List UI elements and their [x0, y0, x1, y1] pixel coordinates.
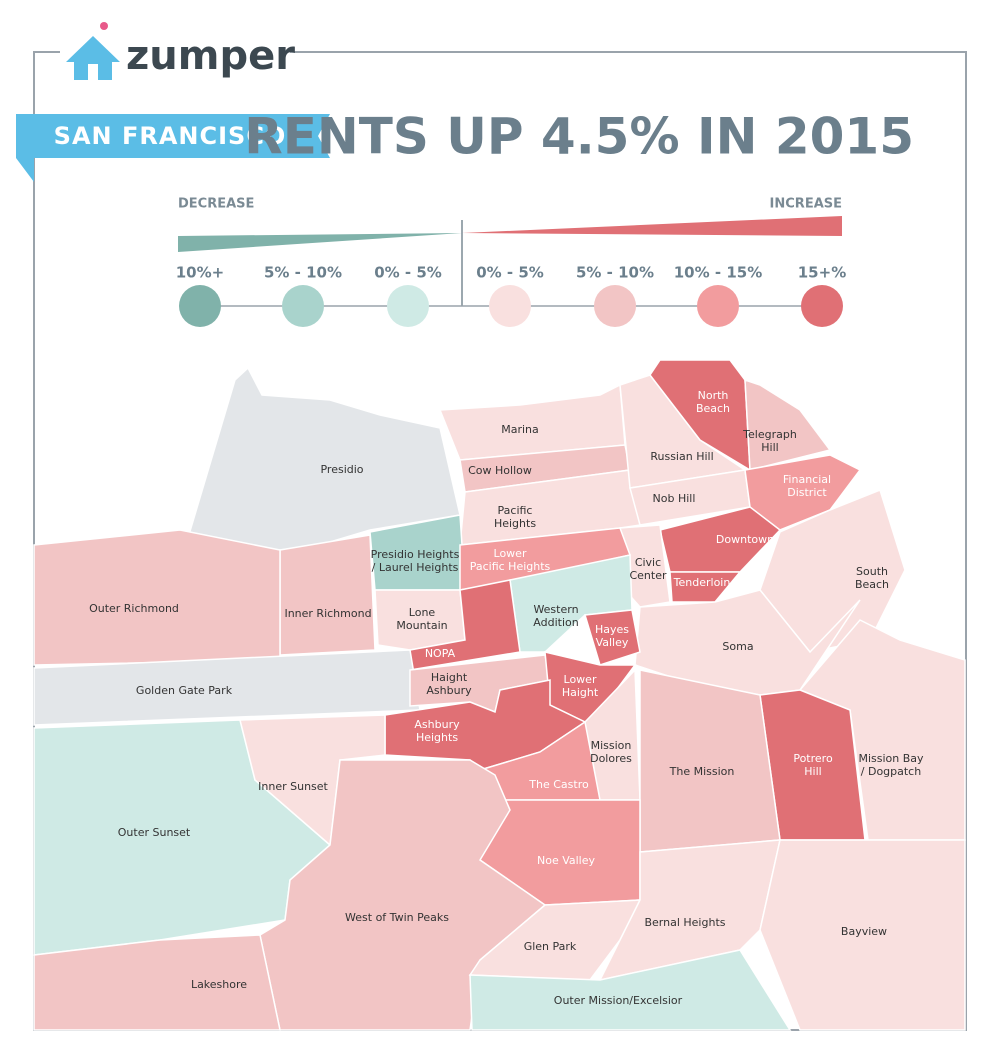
neighborhood — [619, 374, 748, 489]
legend-label: 0% - 5% — [374, 264, 442, 282]
neighborhood — [33, 934, 281, 1031]
neighborhood — [659, 506, 782, 573]
neighborhood — [33, 529, 281, 666]
neighborhood — [744, 378, 832, 471]
legend-label: 5% - 10% — [576, 264, 654, 282]
neighborhood-label: Glen Park — [524, 940, 577, 953]
neighborhood-label: NOPA — [425, 647, 456, 660]
neighborhood-label: Tenderloin — [673, 576, 731, 589]
legend-increase: INCREASE — [770, 197, 842, 212]
neighborhood-label: Hayes — [595, 623, 629, 636]
neighborhood-label: Noe Valley — [537, 854, 596, 867]
neighborhood-label: Golden Gate Park — [136, 684, 233, 697]
neighborhood-label: / Dogpatch — [861, 765, 921, 778]
neighborhood — [279, 534, 376, 656]
neighborhood-label: The Mission — [669, 765, 735, 778]
neighborhood — [384, 679, 587, 771]
legend-label: 10%+ — [176, 264, 224, 282]
neighborhood-label: Haight — [562, 686, 599, 699]
neighborhood-label: Bernal Heights — [644, 916, 725, 929]
legend-swatch — [801, 285, 843, 327]
banner-text: SAN FRANCISCO — [54, 122, 287, 150]
legend-label: 15+% — [798, 264, 846, 282]
legend-swatch — [387, 285, 429, 327]
neighborhood-label: Financial — [783, 473, 831, 486]
neighborhood-label: Nob Hill — [653, 492, 696, 505]
neighborhood-label: Lone — [409, 606, 436, 619]
neighborhood-label: Dolores — [590, 752, 632, 765]
neighborhood-label: Beach — [855, 578, 889, 591]
neighborhood — [469, 949, 792, 1031]
neighborhood — [634, 589, 861, 696]
logo-heart — [100, 22, 108, 30]
neighborhood-label: Presidio Heights — [371, 548, 460, 561]
legend-swatch — [179, 285, 221, 327]
title: RENTS UP 4.5% IN 2015 — [244, 108, 914, 166]
legend-label: 10% - 15% — [674, 264, 762, 282]
neighborhood-label: Ashbury — [414, 718, 460, 731]
neighborhood-label: Soma — [722, 640, 753, 653]
logo-house — [66, 36, 120, 80]
neighborhood-label: Heights — [494, 517, 536, 530]
neighborhood-label: / Laurel Heights — [372, 561, 459, 574]
neighborhood-label: West of Twin Peaks — [345, 911, 449, 924]
neighborhood-label: Center — [629, 569, 667, 582]
neighborhood-label: Inner Sunset — [258, 780, 328, 793]
neighborhood-label: The Castro — [528, 778, 589, 791]
neighborhood-label: Outer Richmond — [89, 602, 179, 615]
neighborhood — [639, 669, 781, 853]
decrease-wedge — [178, 233, 462, 252]
neighborhood-label: Bayview — [841, 925, 887, 938]
neighborhood-label: Telegraph — [742, 428, 797, 441]
legend-label: 5% - 10% — [264, 264, 342, 282]
neighborhood — [584, 609, 641, 666]
neighborhood-label: North — [698, 389, 729, 402]
neighborhood-label: Lakeshore — [191, 978, 247, 991]
neighborhood-label: Russian Hill — [650, 450, 713, 463]
neighborhood-label: Heights — [416, 731, 458, 744]
neighborhood-label: Inner Richmond — [284, 607, 371, 620]
neighborhood-label: Presidio — [320, 463, 363, 476]
neighborhood-label: Outer Sunset — [118, 826, 191, 839]
neighborhood-label: South — [856, 565, 888, 578]
neighborhood — [759, 839, 966, 1031]
banner — [16, 114, 330, 182]
neighborhood-label: Mission Bay — [858, 752, 924, 765]
neighborhood-label: Mission — [591, 739, 632, 752]
neighborhood-label: Downtown — [716, 533, 774, 546]
neighborhood-label: Potrero — [793, 752, 833, 765]
neighborhood-label: Lower — [494, 547, 527, 560]
neighborhood-label: Addition — [533, 616, 578, 629]
legend-label: 0% - 5% — [476, 264, 544, 282]
neighborhood-label: Marina — [501, 423, 539, 436]
neighborhood-label: Haight — [431, 671, 468, 684]
logo-door — [88, 64, 98, 80]
neighborhood-label: Hill — [804, 765, 821, 778]
neighborhood-label: Outer Mission/Excelsior — [554, 994, 683, 1007]
neighborhood-label: Cow Hollow — [468, 464, 532, 477]
neighborhood-label: Lower — [564, 673, 597, 686]
neighborhood-label: Civic — [635, 556, 661, 569]
neighborhood-label: Western — [533, 603, 578, 616]
neighborhood-label: Pacific Heights — [470, 560, 551, 573]
legend-swatch — [697, 285, 739, 327]
neighborhood-label: District — [787, 486, 827, 499]
neighborhood-label: Ashbury — [426, 684, 472, 697]
neighborhood-label: Pacific — [498, 504, 533, 517]
neighborhood-label: Beach — [696, 402, 730, 415]
neighborhood-label: Valley — [596, 636, 629, 649]
neighborhood-label: Hill — [761, 441, 778, 454]
neighborhood-label: Mountain — [396, 619, 447, 632]
legend-decrease: DECREASE — [178, 197, 254, 212]
legend-swatch — [594, 285, 636, 327]
logo-text: zumper — [126, 33, 295, 79]
legend-swatch — [282, 285, 324, 327]
increase-wedge — [462, 216, 842, 236]
legend-swatch — [489, 285, 531, 327]
